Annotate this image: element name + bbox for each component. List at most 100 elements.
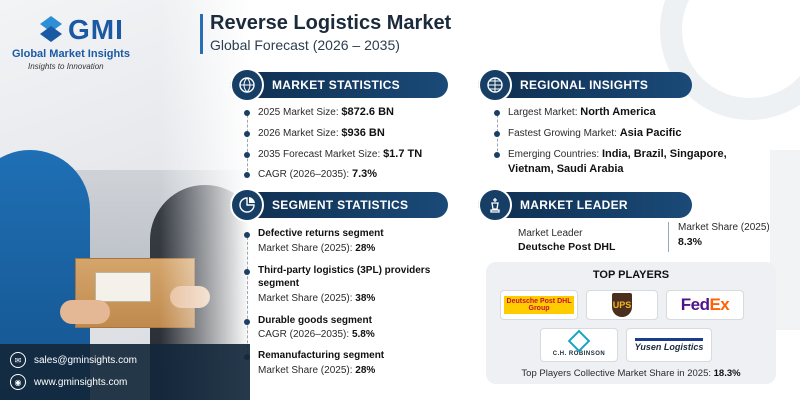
page-title: Reverse Logistics Market (210, 12, 452, 34)
market-leader-name: Deutsche Post DHL (518, 241, 616, 253)
stat-value: $1.7 TN (383, 148, 423, 160)
hand-shape (60, 300, 110, 324)
stat-row: 2035 Forecast Market Size: $1.7 TN (258, 148, 422, 160)
bullet-dot (244, 131, 250, 137)
region-row: Emerging Countries: India, Brazil, Singa… (508, 148, 727, 160)
segment-value-row: Market Share (2025): 38% (258, 293, 375, 304)
page-subtitle: Global Forecast (2026 – 2035) (210, 37, 400, 53)
bullet-dot (244, 152, 250, 158)
top-players-footer: Top Players Collective Market Share in 2… (486, 368, 776, 379)
ch-robinson-logo: C.H. ROBINSON (552, 329, 606, 357)
stat-label: CAGR (2026–2035): (258, 169, 352, 180)
ups-shield-icon: UPS (612, 293, 632, 317)
segment-value-row: Market Share (2025): 28% (258, 243, 375, 254)
stat-row: 2026 Market Size: $936 BN (258, 127, 385, 139)
globe-icon (478, 68, 512, 102)
region-label: Largest Market: (508, 107, 581, 118)
bullet-dot (494, 131, 500, 137)
segment-value: 38% (355, 293, 376, 304)
gmi-logo-icon (40, 16, 62, 42)
leader-divider (668, 222, 669, 252)
region-row: Fastest Growing Market: Asia Pacific (508, 127, 681, 139)
stat-label: 2035 Forecast Market Size: (258, 149, 384, 160)
website-link[interactable]: ◉ www.gminsights.com (10, 374, 127, 390)
globe-icon: ◉ (10, 374, 26, 390)
collective-share-value: 18.3% (713, 368, 741, 379)
region-label: Fastest Growing Market: (508, 128, 620, 139)
segment-title: Remanufacturing segment (258, 350, 385, 361)
region-value: Vietnam, Saudi Arabia (508, 163, 624, 175)
region-value: Asia Pacific (619, 127, 682, 139)
logo-fedex[interactable]: FedEx (666, 290, 744, 320)
hero-photo (0, 0, 250, 400)
stat-value: $872.6 BN (341, 106, 394, 118)
segment-statistics-header: SEGMENT STATISTICS (230, 188, 448, 222)
bullet-dot (244, 110, 250, 116)
title-accent-bar (200, 14, 203, 54)
segment-title: Durable goods segment (258, 315, 372, 326)
regional-insights-header: REGIONAL INSIGHTS (478, 68, 692, 102)
segment-label: Market Share (2025): (258, 365, 356, 376)
regional-insights-title: REGIONAL INSIGHTS (520, 78, 649, 92)
brand-name: Global Market Insights (12, 48, 130, 60)
logo-deutsche-post-dhl[interactable]: Deutsche Post DHL Group (500, 290, 578, 320)
bullet-dot (244, 172, 250, 178)
market-leader-header: MARKET LEADER (478, 188, 692, 222)
bullet-dot (244, 269, 250, 275)
region-value: North America (580, 106, 656, 118)
logo-ch-robinson[interactable]: C.H. ROBINSON (540, 328, 618, 362)
stat-label: 2026 Market Size: (258, 128, 342, 139)
market-share-value: 8.3% (678, 236, 702, 248)
brand-tagline: Insights to Innovation (28, 62, 104, 71)
stat-label: 2025 Market Size: (258, 107, 342, 118)
yusen-logo-text: Yusen Logistics (634, 338, 704, 352)
stat-value: $936 BN (341, 127, 385, 139)
dhl-line1: Deutsche Post DHL (506, 298, 572, 305)
logo-yusen-logistics[interactable]: Yusen Logistics (626, 328, 712, 362)
stat-value: 7.3% (351, 168, 378, 180)
segment-label: CAGR (2026–2035): (258, 329, 352, 340)
diamond-icon (567, 329, 591, 353)
market-share-label: Market Share (2025) (678, 222, 770, 233)
bullet-dot (244, 319, 250, 325)
globe-money-icon (230, 68, 264, 102)
segment-chart-icon (230, 188, 264, 222)
decorative-ring (660, 0, 800, 120)
segment-label: Market Share (2025): (258, 243, 356, 254)
ch-robinson-text: C.H. ROBINSON (552, 351, 606, 357)
segment-statistics-title: SEGMENT STATISTICS (272, 198, 409, 212)
bullet-dot (244, 232, 250, 238)
bullet-dot (494, 152, 500, 158)
segment-label: Market Share (2025): (258, 293, 356, 304)
fedex-logo-icon: FedEx (681, 295, 730, 315)
segment-value-row: Market Share (2025): 28% (258, 365, 375, 376)
segment-title: Defective returns segment (258, 228, 384, 239)
fedex-fe: Fed (680, 295, 710, 314)
email-link[interactable]: ✉ sales@gminsights.com (10, 352, 137, 368)
fedex-ex: Ex (709, 295, 730, 314)
segment-title-continued: segment (258, 278, 300, 289)
top-players-title: TOP PLAYERS (592, 269, 670, 281)
collective-share-label: Top Players Collective Market Share in 2… (521, 368, 714, 379)
logo-ups[interactable]: UPS (586, 290, 658, 320)
market-leader-title: MARKET LEADER (520, 198, 628, 212)
segment-value: 28% (355, 365, 376, 376)
email-text: sales@gminsights.com (34, 354, 137, 366)
segment-title: Third-party logistics (3PL) providers (258, 265, 431, 276)
logo-text: GMI (68, 14, 124, 45)
dhl-line2: Group (528, 305, 550, 312)
stat-connector (247, 110, 248, 176)
segment-value: 5.8% (351, 329, 375, 340)
mail-icon: ✉ (10, 352, 26, 368)
segment-value: 28% (355, 243, 376, 254)
stat-row: CAGR (2026–2035): 7.3% (258, 168, 377, 180)
market-statistics-header: MARKET STATISTICS (230, 68, 448, 102)
bullet-dot (494, 110, 500, 116)
stat-row: 2025 Market Size: $872.6 BN (258, 106, 394, 118)
region-row-continued: Vietnam, Saudi Arabia (508, 163, 624, 175)
region-value: India, Brazil, Singapore, (601, 148, 727, 160)
contact-bar: ✉ sales@gminsights.com ◉ www.gminsights.… (0, 344, 250, 400)
parcel-label (95, 272, 151, 302)
website-text: www.gminsights.com (34, 376, 128, 388)
market-leader-label: Market Leader (518, 228, 583, 239)
